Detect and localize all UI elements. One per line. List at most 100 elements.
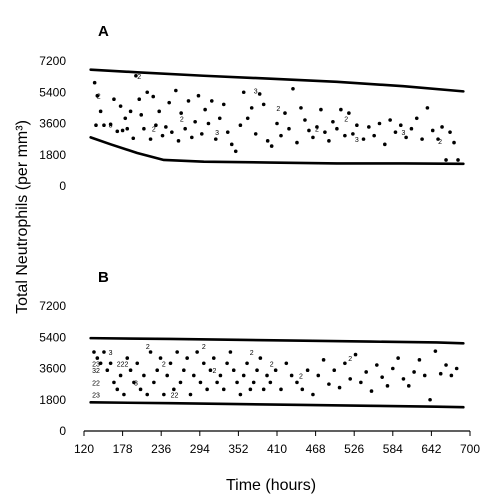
data-point (295, 140, 299, 145)
data-point (221, 387, 226, 392)
data-point (414, 116, 419, 121)
panel-b: B018003600540072002332222332223222222222… (39, 269, 480, 456)
data-point (245, 116, 250, 121)
data-point (205, 387, 209, 392)
data-point (128, 368, 133, 373)
point-count-label: 2 (212, 368, 216, 375)
data-point (203, 107, 207, 112)
data-point (115, 129, 120, 134)
data-point (385, 384, 390, 388)
data-point (440, 125, 444, 129)
point-count-label: 3 (134, 380, 138, 387)
y-tick-label: 0 (59, 424, 66, 438)
data-point (444, 158, 448, 162)
data-point (118, 373, 123, 378)
data-point (241, 373, 246, 378)
data-point (178, 380, 183, 385)
data-point (337, 385, 342, 390)
point-count-label: 2 (344, 116, 348, 123)
data-point (248, 387, 253, 392)
data-point (235, 380, 239, 385)
data-point (430, 128, 435, 133)
data-point (331, 119, 335, 124)
data-point (125, 126, 130, 131)
data-point (353, 352, 358, 357)
point-count-label: 3 (401, 130, 405, 137)
data-point (383, 142, 387, 147)
data-point (92, 350, 96, 354)
data-point (158, 356, 163, 360)
data-point (142, 373, 146, 378)
x-tick-label: 642 (421, 442, 441, 456)
point-count-label: 2 (348, 356, 352, 363)
data-point (255, 368, 259, 373)
data-point (375, 363, 379, 367)
data-point (409, 126, 414, 131)
data-point (273, 368, 278, 373)
data-point (449, 373, 454, 378)
data-point (398, 123, 403, 128)
data-point (213, 137, 218, 141)
x-axis-label: Time (hours) (226, 477, 316, 494)
y-tick-label: 7200 (39, 54, 66, 68)
data-point (265, 373, 269, 378)
y-tick-label: 5400 (39, 85, 66, 99)
point-count-label: 22 (171, 393, 179, 400)
y-tick-label: 3600 (39, 362, 66, 376)
x-tick-label: 410 (267, 442, 287, 456)
data-point (335, 126, 339, 131)
data-point (188, 392, 193, 397)
data-point (195, 350, 199, 354)
data-point (380, 375, 384, 379)
data-point (122, 392, 126, 397)
data-point (196, 93, 201, 98)
x-tick-label: 294 (190, 442, 210, 456)
data-point (95, 93, 100, 98)
data-point (217, 116, 222, 121)
x-tick-label: 468 (306, 442, 326, 456)
lower-bound-line (89, 136, 465, 166)
panel-label: A (98, 23, 109, 40)
point-count-label: 2 (180, 116, 184, 123)
point-count-label: 2 (315, 127, 319, 134)
data-point (211, 356, 216, 360)
data-point (94, 123, 98, 128)
data-point (135, 361, 140, 366)
data-point (364, 370, 368, 374)
data-point (428, 397, 432, 402)
data-point (164, 125, 168, 129)
data-point (225, 130, 230, 134)
data-point (105, 368, 110, 373)
data-point (268, 380, 273, 385)
data-point (170, 130, 174, 134)
data-point (438, 371, 443, 376)
data-point (372, 133, 376, 138)
data-point (299, 106, 303, 110)
data-point (193, 119, 197, 124)
data-point (172, 387, 176, 392)
data-point (102, 123, 106, 128)
data-point (132, 380, 136, 385)
data-point (283, 111, 287, 115)
data-point (112, 380, 116, 385)
data-point (162, 392, 166, 397)
data-point (198, 380, 203, 385)
data-point (249, 106, 254, 110)
data-point (128, 109, 133, 114)
data-point (186, 99, 191, 103)
data-point (444, 363, 448, 367)
data-point (258, 356, 263, 360)
data-point (265, 139, 270, 143)
upper-bound-line (89, 68, 465, 93)
x-tick-label: 584 (383, 442, 403, 456)
data-point (120, 128, 125, 133)
data-point (420, 137, 424, 141)
data-point (112, 97, 116, 101)
point-count-label: 23 (92, 393, 100, 400)
y-tick-label: 1800 (39, 148, 66, 162)
data-point (154, 123, 158, 128)
data-point (179, 111, 183, 115)
data-point (300, 387, 305, 392)
data-point (134, 73, 138, 78)
data-point (206, 121, 211, 126)
